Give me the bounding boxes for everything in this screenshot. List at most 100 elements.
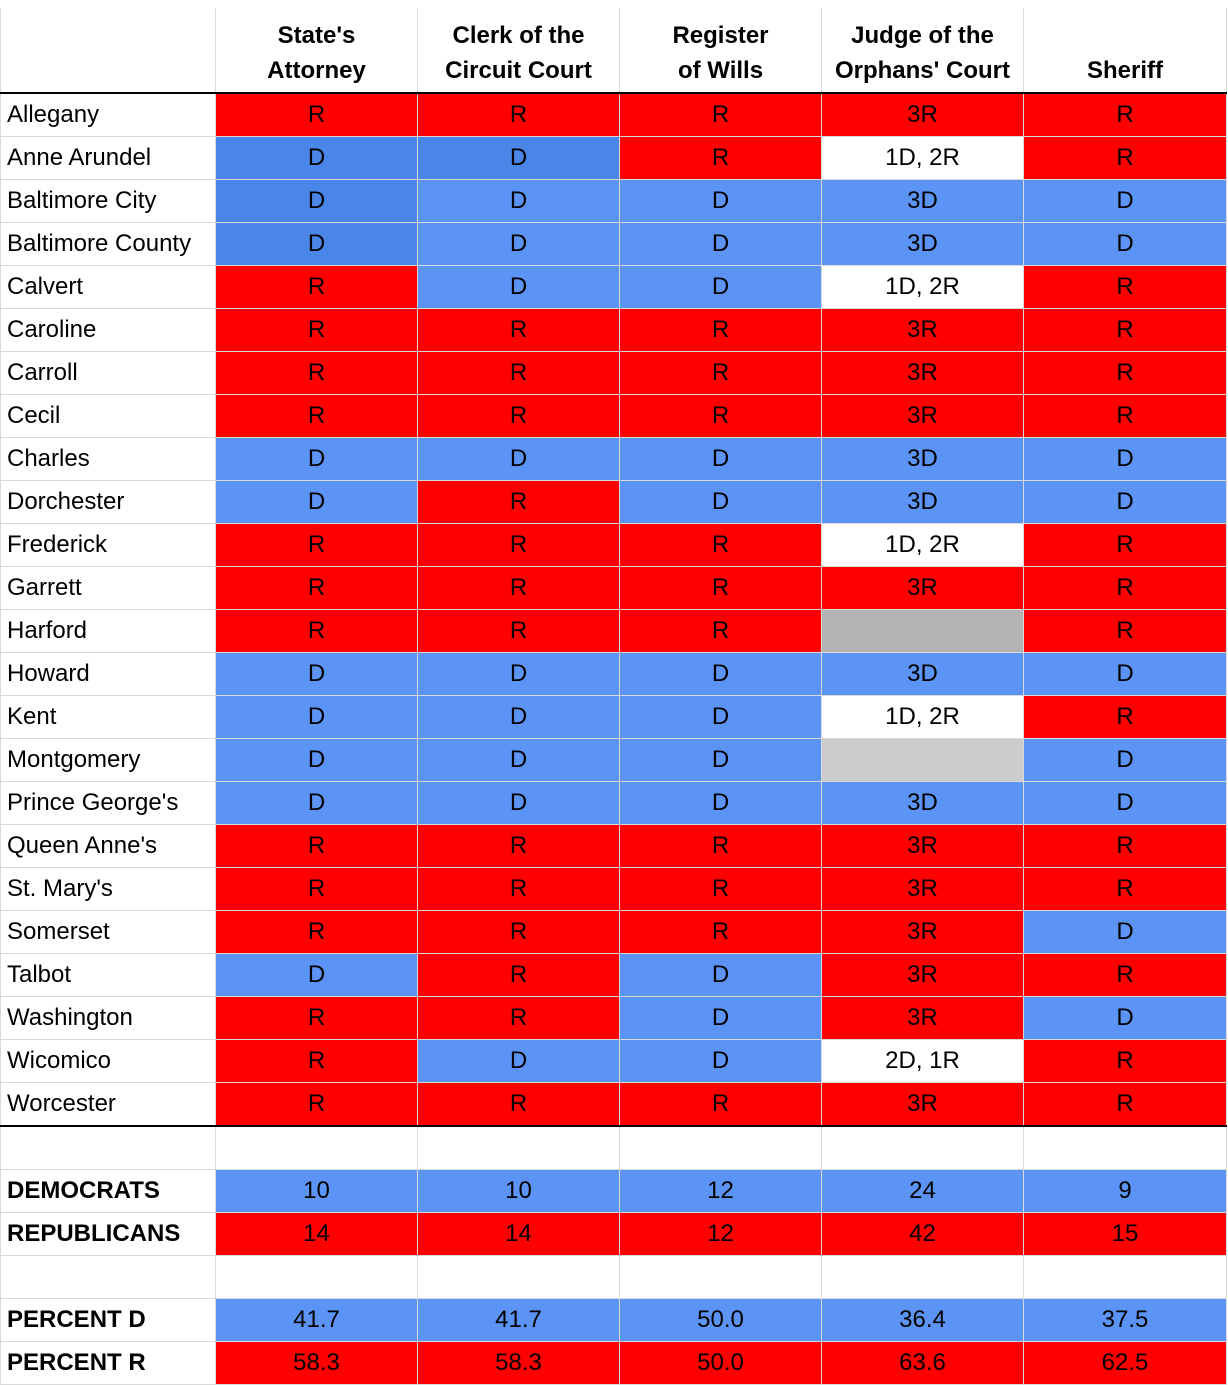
county-row: Garrett R R R 3R R: [0, 566, 1227, 610]
result-cell: R: [417, 910, 620, 954]
result-cell: 3R: [821, 867, 1024, 911]
result-cell: R: [619, 867, 822, 911]
result-cell: 3R: [821, 351, 1024, 395]
result-cell: R: [1023, 1039, 1227, 1083]
republicans-row-value: 15: [1023, 1212, 1227, 1256]
county-name: Queen Anne's: [0, 824, 216, 868]
empty-cell: [1023, 1255, 1227, 1299]
result-cell: D: [619, 781, 822, 825]
result-cell: R: [1023, 566, 1227, 610]
percent-d-row: PERCENT D 41.7 41.7 50.0 36.4 37.5: [0, 1298, 1227, 1342]
result-cell: R: [215, 609, 418, 653]
result-cell: 3D: [821, 781, 1024, 825]
result-cell: R: [215, 566, 418, 610]
county-row: Baltimore City D D D 3D D: [0, 179, 1227, 223]
republicans-row-label: REPUBLICANS: [0, 1212, 216, 1256]
result-cell: R: [619, 523, 822, 567]
result-cell: R: [215, 1039, 418, 1083]
percent-d-row-value: 37.5: [1023, 1298, 1227, 1342]
result-cell: R: [215, 394, 418, 438]
democrats-row-value: 10: [417, 1169, 620, 1213]
result-cell: R: [417, 351, 620, 395]
county-row: Allegany R R R 3R R: [0, 92, 1227, 137]
result-cell: R: [417, 996, 620, 1040]
county-name: Wicomico: [0, 1039, 216, 1083]
empty-cell: [619, 1255, 822, 1299]
county-name: Baltimore City: [0, 179, 216, 223]
result-cell: R: [619, 92, 822, 137]
county-row: Calvert R D D 1D, 2R R: [0, 265, 1227, 309]
result-cell: 1D, 2R: [821, 695, 1024, 739]
democrats-row-value: 24: [821, 1169, 1024, 1213]
result-cell: D: [215, 738, 418, 782]
county-row: Cecil R R R 3R R: [0, 394, 1227, 438]
result-cell: 3D: [821, 222, 1024, 266]
result-cell: R: [619, 136, 822, 180]
header-cell: [1023, 8, 1227, 50]
county-name: Frederick: [0, 523, 216, 567]
result-cell: R: [417, 523, 620, 567]
democrats-row-value: 10: [215, 1169, 418, 1213]
result-cell: R: [417, 394, 620, 438]
spacer-row: [0, 1125, 1227, 1170]
result-cell: D: [619, 265, 822, 309]
percent-d-row-label: PERCENT D: [0, 1298, 216, 1342]
county-name: Washington: [0, 996, 216, 1040]
county-name: Talbot: [0, 953, 216, 997]
county-row: Worcester R R R 3R R: [0, 1082, 1227, 1127]
result-cell: 2D, 1R: [821, 1039, 1024, 1083]
result-cell: 3R: [821, 953, 1024, 997]
result-cell: D: [417, 179, 620, 223]
county-name: Harford: [0, 609, 216, 653]
result-cell: 3D: [821, 437, 1024, 481]
county-row: Kent D D D 1D, 2R R: [0, 695, 1227, 739]
header-cell: Register: [619, 8, 822, 50]
result-cell: R: [1023, 953, 1227, 997]
county-name: Garrett: [0, 566, 216, 610]
result-cell: D: [1023, 480, 1227, 524]
header-cell: Clerk of the: [417, 8, 620, 50]
result-cell: D: [1023, 222, 1227, 266]
results-table: State's Clerk of the Register Judge of t…: [0, 8, 1227, 1385]
result-cell: D: [215, 437, 418, 481]
result-cell: R: [417, 566, 620, 610]
result-cell: R: [215, 824, 418, 868]
county-row: St. Mary's R R R 3R R: [0, 867, 1227, 911]
percent-d-row-value: 50.0: [619, 1298, 822, 1342]
county-row: Caroline R R R 3R R: [0, 308, 1227, 352]
result-cell: D: [1023, 437, 1227, 481]
county-row: Prince George's D D D 3D D: [0, 781, 1227, 825]
percent-r-row-label: PERCENT R: [0, 1341, 216, 1385]
percent-r-row-value: 62.5: [1023, 1341, 1227, 1385]
result-cell: R: [417, 480, 620, 524]
result-cell: 3R: [821, 996, 1024, 1040]
republicans-row-value: 42: [821, 1212, 1024, 1256]
result-cell: 3R: [821, 394, 1024, 438]
result-cell: D: [619, 222, 822, 266]
result-cell: R: [215, 92, 418, 137]
result-cell: D: [215, 652, 418, 696]
county-name: Anne Arundel: [0, 136, 216, 180]
republicans-row: REPUBLICANS 14 14 12 42 15: [0, 1212, 1227, 1256]
result-cell: D: [215, 695, 418, 739]
header-cell: Attorney: [215, 50, 418, 94]
result-cell: R: [1023, 695, 1227, 739]
county-row: Howard D D D 3D D: [0, 652, 1227, 696]
result-cell: R: [417, 609, 620, 653]
result-cell: D: [1023, 781, 1227, 825]
empty-cell: [0, 1125, 216, 1170]
result-cell: D: [417, 437, 620, 481]
result-cell: D: [1023, 738, 1227, 782]
empty-cell: [619, 1125, 822, 1170]
result-cell: D: [619, 179, 822, 223]
county-name: St. Mary's: [0, 867, 216, 911]
percent-r-row: PERCENT R 58.3 58.3 50.0 63.6 62.5: [0, 1341, 1227, 1385]
result-cell: D: [619, 738, 822, 782]
result-cell: R: [619, 394, 822, 438]
result-cell: R: [215, 308, 418, 352]
result-cell: R: [1023, 92, 1227, 137]
result-cell: 1D, 2R: [821, 265, 1024, 309]
county-name: Montgomery: [0, 738, 216, 782]
percent-d-row-value: 41.7: [215, 1298, 418, 1342]
result-cell: R: [1023, 394, 1227, 438]
